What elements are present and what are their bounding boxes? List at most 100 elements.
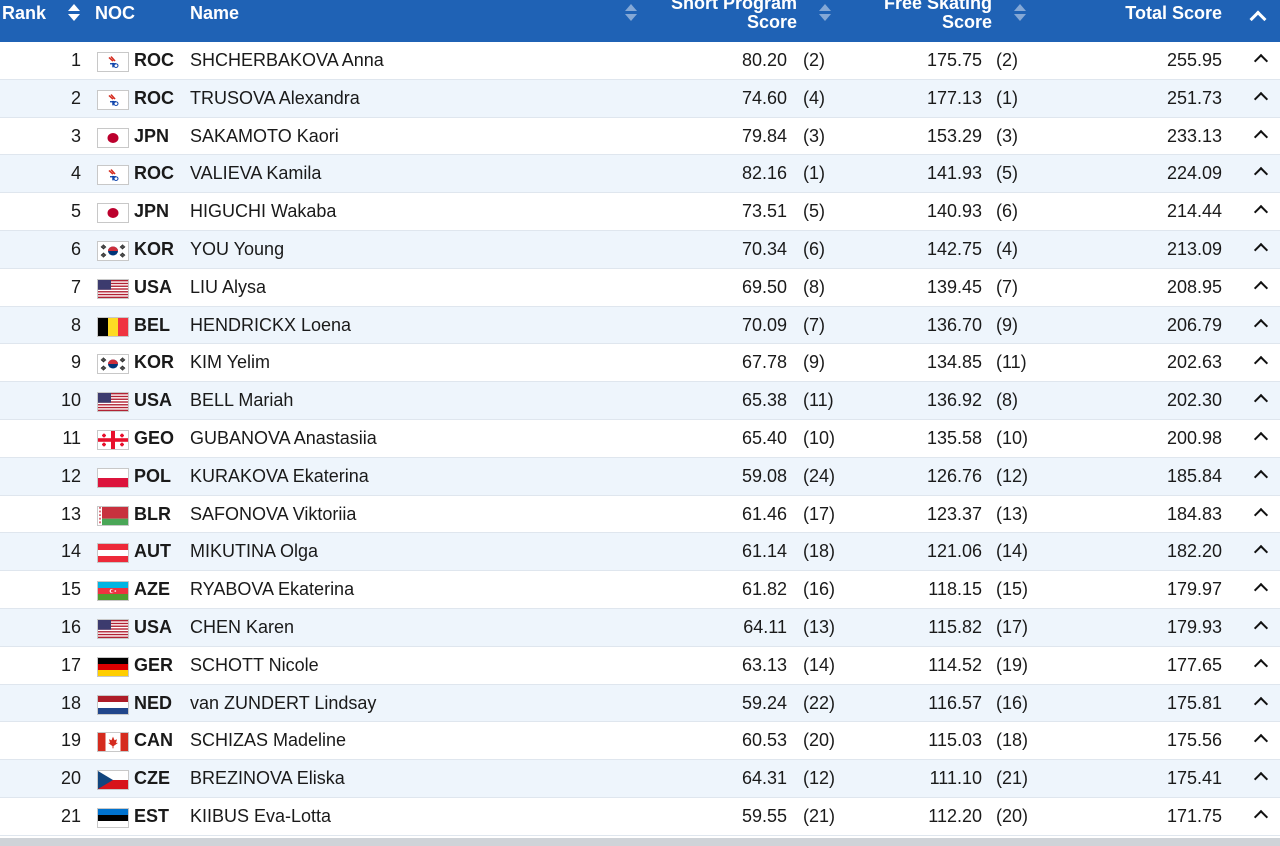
athlete-name-link[interactable]: SAKAMOTO Kaori bbox=[190, 125, 339, 146]
table-row[interactable]: 4 ROC VALIEVA Kamila 82.16 (1) 141.93 (5) 224.0… bbox=[0, 155, 1280, 194]
table-row[interactable]: 3 JPN SAKAMOTO Kaori 79.84 (3) 153.29 (3) 233.1… bbox=[0, 118, 1280, 156]
free-skating-rank: (2) bbox=[996, 50, 1018, 70]
chevron-up-icon[interactable] bbox=[1253, 658, 1269, 673]
table-row[interactable]: 2 ROC TRUSOVA Alexandra 74.60 (4) 177.13 (1) 25… bbox=[0, 79, 1280, 118]
table-row[interactable]: 11 GEO GUBANOVA Anastasiia 65.40 (10) 135.58 (… bbox=[0, 420, 1280, 458]
noc-code: NED bbox=[134, 692, 173, 713]
table-row[interactable]: 18 NED van ZUNDERT Lindsay 59.24 (22) 116.57 (… bbox=[0, 684, 1280, 723]
chevron-up-icon[interactable] bbox=[1253, 431, 1269, 447]
athlete-name-link[interactable]: HENDRICKX Loena bbox=[190, 314, 352, 335]
chevron-up-icon[interactable] bbox=[1253, 167, 1269, 182]
table-row[interactable]: 19 CAN SCHIZAS Madeline 60.53 (20) 115.03 (18)… bbox=[0, 722, 1280, 761]
roc-flag-icon bbox=[97, 165, 129, 186]
athlete-name-link[interactable]: LIU Alysa bbox=[190, 276, 267, 297]
table-row[interactable]: 17 GER SCHOTT Nicole 63.13 (14) 114.52 (19) 177… bbox=[0, 647, 1280, 685]
athlete-name-link[interactable]: van ZUNDERT Lindsay bbox=[190, 692, 377, 713]
athlete-name-link[interactable]: MIKUTINA Olga bbox=[190, 541, 319, 562]
chevron-up-icon[interactable] bbox=[1249, 10, 1267, 28]
noc-code: JPN bbox=[134, 125, 170, 146]
athlete-name-link[interactable]: KIIBUS Eva-Lotta bbox=[190, 805, 332, 826]
table-row[interactable]: 10 USA BELL Mariah 65.38 (11) 136.92 (8) 202.30 bbox=[0, 382, 1280, 420]
athlete-name-link[interactable]: RYABOVA Ekaterina bbox=[190, 579, 355, 600]
athlete-name-link[interactable]: SCHIZAS Madeline bbox=[190, 730, 347, 751]
athlete-name-link[interactable]: GUBANOVA Anastasiia bbox=[190, 427, 377, 448]
table-row[interactable]: 12 POL KURAKOVA Ekaterina 59.08 (24) 126.76 (1… bbox=[0, 457, 1280, 496]
table-row[interactable]: 5 JPN HIGUCHI Wakaba 73.51 (5) 140.93 (6) 214.4… bbox=[0, 193, 1280, 231]
athlete-name-link[interactable]: SHCHERBAKOVA Anna bbox=[190, 50, 384, 70]
free-skating-score: 142.75 bbox=[926, 238, 982, 259]
table-row[interactable]: 8 BEL HENDRICKX Loena 70.09 (7) 136.70 (9) 206.… bbox=[0, 306, 1280, 345]
rank-cell: 8 bbox=[70, 314, 81, 335]
athlete-name-link[interactable]: BREZINOVA Eliska bbox=[190, 768, 345, 789]
free-skating-rank: (4) bbox=[996, 238, 1018, 259]
total-score: 233.13 bbox=[1166, 125, 1222, 146]
athlete-name-link[interactable]: CHEN Karen bbox=[190, 616, 295, 637]
chevron-up-icon[interactable] bbox=[1253, 583, 1269, 598]
chevron-up-icon[interactable] bbox=[1253, 91, 1269, 106]
table-row[interactable]: 16 USA CHEN Karen 64.11 (13) 115.82 (17) 179.93 bbox=[0, 608, 1280, 647]
chevron-up-icon[interactable] bbox=[1253, 53, 1269, 69]
bel-flag-icon bbox=[97, 316, 129, 337]
chevron-up-icon[interactable] bbox=[1253, 129, 1269, 144]
sort-short-program-icon[interactable] bbox=[818, 2, 832, 24]
athlete-name-link[interactable]: KIM Yelim bbox=[190, 352, 271, 373]
noc-code: ROC bbox=[134, 87, 174, 108]
table-row[interactable]: 7 USA LIU Alysa 69.50 (8) 139.45 (7) 208.95 bbox=[0, 269, 1280, 307]
athlete-name-link[interactable]: TRUSOVA Alexandra bbox=[190, 87, 360, 108]
short-program-rank: (20) bbox=[803, 730, 836, 751]
chevron-up-icon[interactable] bbox=[1253, 620, 1269, 636]
noc-code: BLR bbox=[134, 503, 171, 524]
rank-cell: 9 bbox=[70, 352, 81, 373]
header-noc: NOC bbox=[95, 3, 135, 23]
short-program-score: 64.11 bbox=[743, 616, 787, 637]
chevron-up-icon[interactable] bbox=[1253, 507, 1269, 522]
table-row[interactable]: 1 ROC SHCHERBAKOVA Anna 80.20 (2) 175.75 (2) 25… bbox=[0, 42, 1280, 80]
rank-cell: 1 bbox=[70, 50, 81, 70]
chevron-up-icon[interactable] bbox=[1253, 809, 1269, 825]
chevron-up-icon[interactable] bbox=[1253, 205, 1269, 220]
chevron-up-icon[interactable] bbox=[1253, 394, 1269, 409]
athlete-name-link[interactable]: YOU Young bbox=[190, 238, 285, 259]
table-row[interactable]: 21 EST KIIBUS Eva-Lotta 59.55 (21) 112.20 (20)… bbox=[0, 798, 1280, 836]
table-row[interactable]: 14 AUT MIKUTINA Olga 61.14 (18) 121.06 (14) 182… bbox=[0, 533, 1280, 572]
athlete-name-link[interactable]: SCHOTT Nicole bbox=[190, 654, 319, 675]
chevron-up-icon[interactable] bbox=[1253, 469, 1269, 484]
chevron-up-icon[interactable] bbox=[1253, 280, 1269, 295]
pol-flag-icon bbox=[97, 467, 129, 488]
chevron-up-icon[interactable] bbox=[1253, 242, 1269, 258]
chevron-up-icon[interactable] bbox=[1253, 356, 1269, 371]
noc-code: ROC bbox=[134, 50, 174, 70]
sort-free-skating-icon[interactable] bbox=[1013, 2, 1027, 24]
athlete-name-link[interactable]: VALIEVA Kamila bbox=[190, 163, 322, 184]
table-row[interactable]: 9 KOR KIM Yelim 67.78 (9) 134.85 (11) 202.63 bbox=[0, 344, 1280, 383]
free-skating-score: 175.75 bbox=[926, 50, 982, 70]
athlete-name-link[interactable]: SAFONOVA Viktoriia bbox=[190, 503, 357, 524]
short-program-score: 80.20 bbox=[741, 50, 787, 70]
free-skating-rank: (1) bbox=[996, 87, 1018, 108]
short-program-rank: (17) bbox=[803, 503, 836, 524]
short-program-rank: (2) bbox=[803, 50, 825, 70]
table-row[interactable]: 13 BLR SAFONOVA Viktoriia 61.46 (17) 123.37 (1… bbox=[0, 496, 1280, 534]
chevron-up-icon[interactable] bbox=[1253, 734, 1269, 749]
free-skating-score: 114.52 bbox=[928, 654, 982, 675]
athlete-name-link[interactable]: HIGUCHI Wakaba bbox=[190, 201, 337, 222]
noc-code: USA bbox=[134, 616, 173, 637]
noc-code: POL bbox=[134, 465, 172, 486]
chevron-up-icon[interactable] bbox=[1253, 772, 1269, 787]
table-row[interactable]: 6 KOR YOU Young 70.34 (6) 142.75 (4) 213.09 bbox=[0, 230, 1280, 269]
short-program-score: 64.31 bbox=[741, 768, 787, 789]
chevron-up-icon[interactable] bbox=[1253, 696, 1269, 711]
table-row[interactable]: 15 AZE RYABOVA Ekaterina 61.82 (16) 118.15 (15… bbox=[0, 571, 1280, 609]
free-skating-score: 141.93 bbox=[926, 163, 982, 184]
free-skating-rank: (18) bbox=[996, 730, 1029, 751]
rank-cell: 17 bbox=[60, 654, 81, 675]
sort-name-icon[interactable] bbox=[624, 2, 638, 24]
sort-rank-icon[interactable] bbox=[67, 2, 81, 24]
chevron-up-icon[interactable] bbox=[1253, 545, 1269, 560]
athlete-name-link[interactable]: KURAKOVA Ekaterina bbox=[190, 465, 369, 486]
table-row[interactable]: 20 CZE BREZINOVA Eliska 64.31 (12) 111.10 (21)… bbox=[0, 760, 1280, 798]
athlete-name-link[interactable]: BELL Mariah bbox=[190, 390, 294, 411]
chevron-up-icon[interactable] bbox=[1253, 318, 1269, 333]
horizontal-scrollbar[interactable] bbox=[0, 838, 1280, 846]
total-score: 213.09 bbox=[1166, 238, 1222, 259]
